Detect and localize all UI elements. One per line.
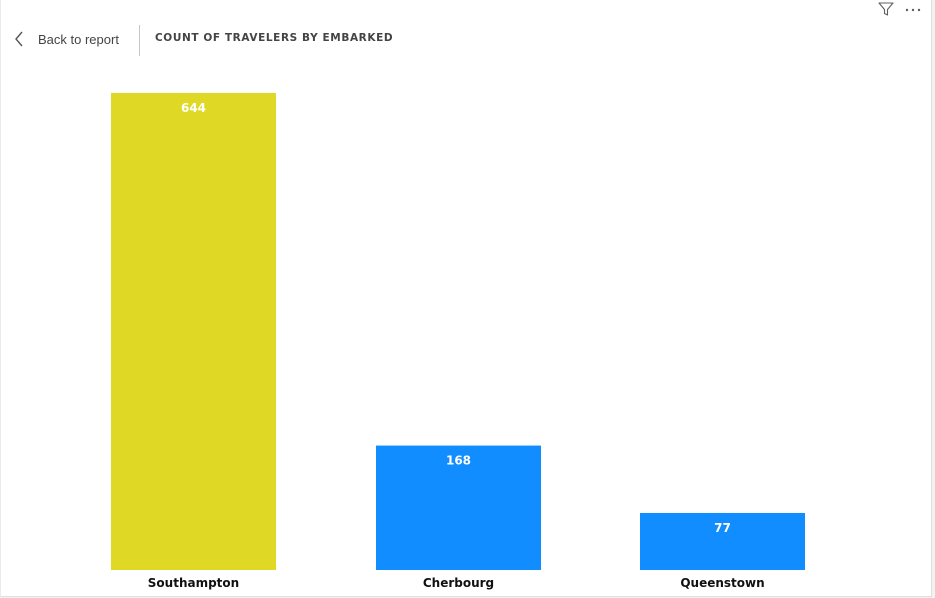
data-label-cherbourg: 168 <box>446 454 471 468</box>
x-tick-label-southampton: Southampton <box>148 576 239 590</box>
bar-cherbourg[interactable] <box>376 445 541 570</box>
bar-southampton[interactable] <box>111 93 276 570</box>
data-label-queenstown: 77 <box>714 521 731 535</box>
frame-edge <box>0 0 1 597</box>
back-to-report-button[interactable]: Back to report <box>14 28 119 50</box>
visual-title: COUNT OF TRAVELERS BY EMBARKED <box>155 32 394 44</box>
data-label-southampton: 644 <box>181 101 206 115</box>
bar-queenstown[interactable] <box>640 512 805 570</box>
visual-header-icons <box>878 1 922 22</box>
x-tick-label-queenstown: Queenstown <box>680 576 764 590</box>
back-to-report-label: Back to report <box>38 31 119 47</box>
x-tick-label-cherbourg: Cherbourg <box>423 576 494 590</box>
filter-icon[interactable] <box>878 1 894 22</box>
chevron-left-icon <box>14 31 24 47</box>
more-options-icon[interactable] <box>904 1 922 22</box>
header-divider <box>139 25 140 56</box>
